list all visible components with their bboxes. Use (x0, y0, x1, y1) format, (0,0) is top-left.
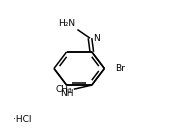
Text: N: N (93, 34, 99, 43)
Text: Br: Br (115, 64, 125, 73)
Text: ·HCl: ·HCl (13, 115, 31, 124)
Text: H₂N: H₂N (58, 19, 76, 28)
Text: CH₃: CH₃ (55, 85, 72, 94)
Text: NH: NH (60, 89, 73, 98)
